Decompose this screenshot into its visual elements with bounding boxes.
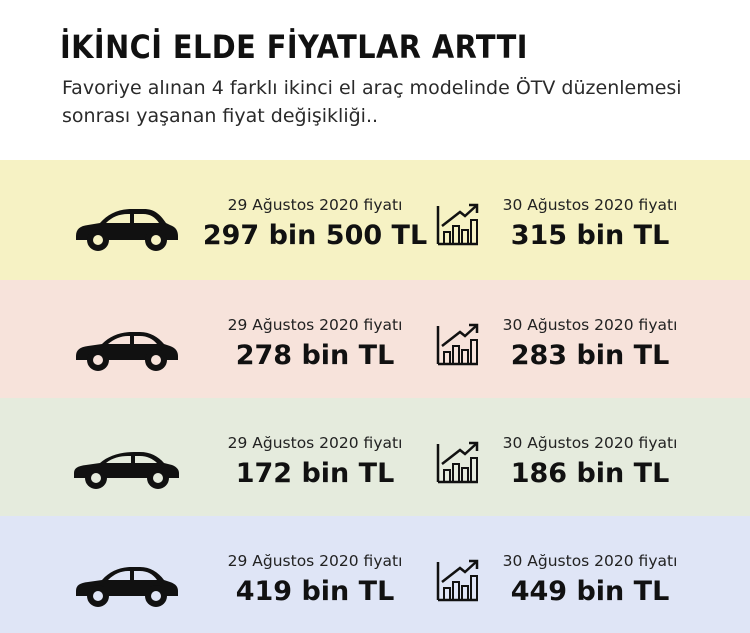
old-price-value: 172 bin TL [235, 458, 395, 489]
old-price-label: 29 Ağustos 2020 fiyatı [227, 196, 403, 214]
price-row-3: 29 Ağustos 2020 fiyatı 172 bin TL 30 Ağu… [0, 398, 750, 516]
old-price-value: 297 bin 500 TL [202, 220, 428, 251]
old-price-value: 419 bin TL [235, 576, 395, 607]
new-price-label: 30 Ağustos 2020 fiyatı [502, 552, 678, 570]
new-price-value: 449 bin TL [510, 576, 670, 607]
old-price-label: 29 Ağustos 2020 fiyatı [227, 434, 403, 452]
car-icon [74, 452, 179, 489]
new-price-label: 30 Ağustos 2020 fiyatı [502, 316, 678, 334]
car-icon [76, 332, 178, 371]
trend-chart-icon [436, 323, 479, 366]
price-row-1: 29 Ağustos 2020 fiyatı 297 bin 500 TL 30… [0, 160, 750, 280]
header: İKİNCİ ELDE FİYATLAR ARTTI Favoriye alın… [0, 0, 750, 160]
old-price-label: 29 Ağustos 2020 fiyatı [227, 316, 403, 334]
old-price-label: 29 Ağustos 2020 fiyatı [227, 552, 403, 570]
new-price-value: 283 bin TL [510, 340, 670, 371]
new-price-value: 186 bin TL [510, 458, 670, 489]
trend-chart-icon [436, 203, 479, 246]
page-title: İKİNCİ ELDE FİYATLAR ARTTI [60, 28, 528, 66]
price-row-4: 29 Ağustos 2020 fiyatı 419 bin TL 30 Ağu… [0, 516, 750, 633]
price-row-2: 29 Ağustos 2020 fiyatı 278 bin TL 30 Ağu… [0, 280, 750, 398]
car-icon [76, 209, 178, 251]
new-price-label: 30 Ağustos 2020 fiyatı [502, 196, 678, 214]
new-price-value: 315 bin TL [510, 220, 670, 251]
trend-chart-icon [436, 559, 479, 602]
page-subtitle: Favoriye alınan 4 farklı ikinci el araç … [62, 77, 682, 127]
old-price-value: 278 bin TL [235, 340, 395, 371]
trend-chart-icon [436, 441, 479, 484]
car-icon [76, 567, 178, 607]
new-price-label: 30 Ağustos 2020 fiyatı [502, 434, 678, 452]
